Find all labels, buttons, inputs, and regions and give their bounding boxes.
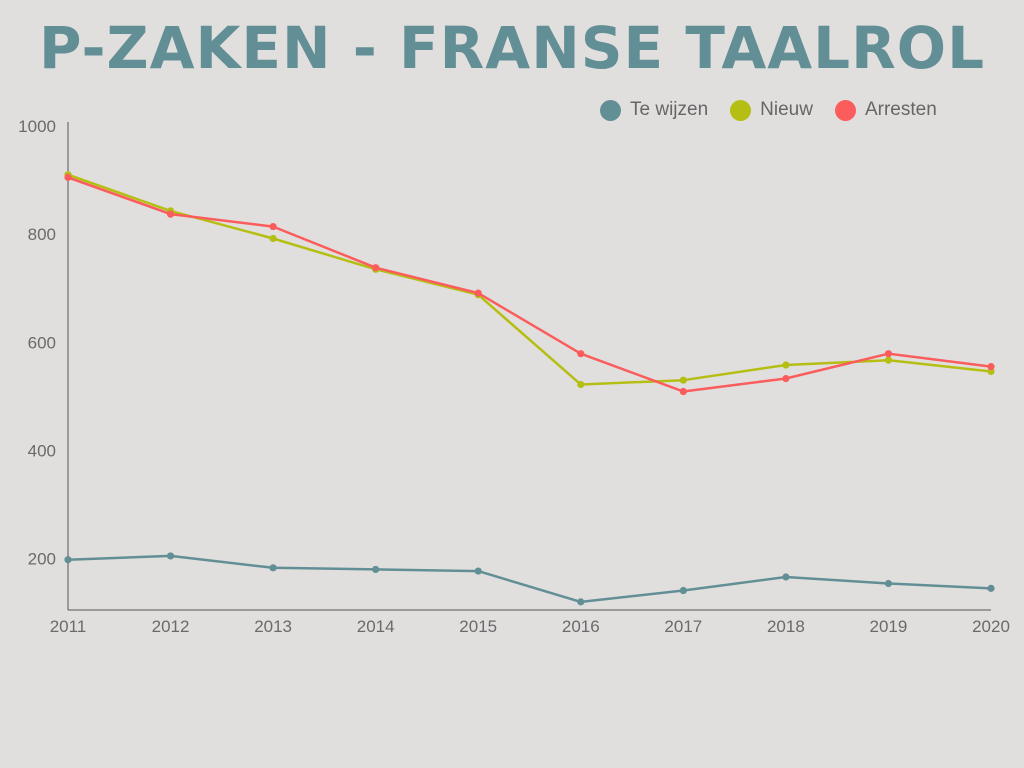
data-point-nieuw	[577, 380, 585, 389]
series-layer	[64, 171, 995, 606]
x-tick-label: 2017	[664, 617, 702, 636]
axes	[67, 122, 991, 611]
data-point-te-wijzen	[372, 565, 380, 574]
tick-labels: 200 400 600 800 1000 2011 2012 2013 2014 2015 2016…	[18, 117, 1010, 636]
x-tick-label: 2018	[767, 617, 805, 636]
data-point-arresten	[577, 350, 585, 358]
x-tick-label: 2015	[459, 617, 497, 636]
legend-label: Arresten	[864, 99, 937, 120]
data-point-nieuw	[269, 234, 277, 243]
legend-swatch-icon	[730, 99, 752, 121]
legend-swatch-icon	[600, 99, 621, 121]
data-point-te-wijzen	[64, 556, 72, 564]
x-tick-label: 2011	[50, 617, 87, 636]
chart-title: P-ZAKEN - FRANSE TAALROL	[38, 14, 986, 82]
legend: Te wijzen Nieuw Arresten	[600, 98, 937, 122]
data-point-arresten	[166, 210, 175, 218]
series-arresten	[64, 173, 995, 396]
data-point-nieuw	[679, 376, 687, 384]
y-tick-label: 200	[28, 550, 56, 569]
data-point-arresten	[679, 387, 687, 396]
legend-label: Te wijzen	[630, 99, 709, 120]
legend-label: Nieuw	[760, 99, 813, 120]
series-line-te-wijzen	[67, 554, 992, 604]
series-line-nieuw	[67, 173, 992, 386]
series-te-wijzen	[64, 552, 995, 606]
data-point-te-wijzen	[679, 586, 687, 595]
legend-swatch-icon	[834, 99, 856, 121]
data-point-arresten	[64, 173, 72, 181]
legend-item-nieuw: Nieuw	[730, 99, 813, 121]
data-point-te-wijzen	[884, 579, 893, 588]
data-point-arresten	[269, 222, 277, 231]
data-point-arresten	[884, 350, 893, 358]
data-point-arresten	[782, 374, 790, 383]
data-point-te-wijzen	[269, 564, 277, 572]
data-point-te-wijzen	[987, 584, 995, 592]
x-tick-label: 2016	[562, 617, 600, 636]
data-point-te-wijzen	[782, 573, 790, 581]
data-point-arresten	[372, 264, 380, 272]
x-tick-label: 2013	[254, 617, 292, 636]
x-tick-label: 2019	[870, 617, 908, 636]
data-point-te-wijzen	[166, 552, 175, 560]
data-point-arresten	[987, 363, 995, 371]
data-point-arresten	[474, 289, 482, 297]
series-line-arresten	[67, 176, 992, 393]
data-point-nieuw	[782, 361, 790, 369]
x-tick-label: 2020	[972, 617, 1010, 636]
y-tick-label: 1000	[18, 117, 56, 136]
series-nieuw	[64, 171, 995, 389]
data-point-te-wijzen	[474, 567, 482, 575]
y-tick-label: 600	[28, 333, 56, 352]
x-tick-label: 2012	[152, 617, 190, 636]
data-point-nieuw	[884, 356, 893, 364]
legend-item-te-wijzen: Te wijzen	[600, 99, 708, 121]
legend-item-arresten: Arresten	[834, 99, 937, 121]
y-tick-label: 800	[28, 225, 56, 244]
x-tick-label: 2014	[357, 617, 395, 636]
y-tick-label: 400	[28, 441, 56, 460]
data-point-te-wijzen	[577, 598, 585, 606]
